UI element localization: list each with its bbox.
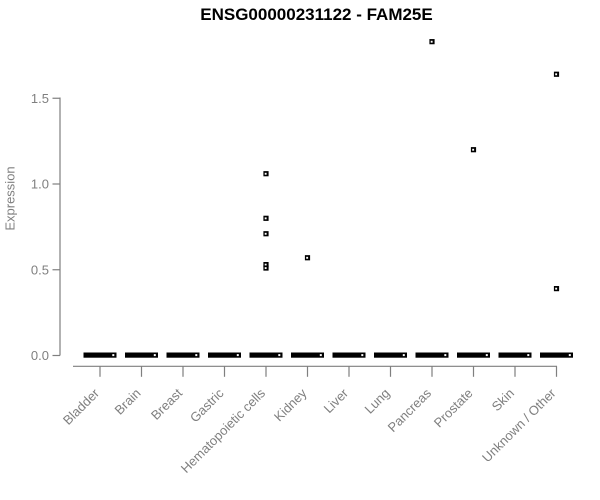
x-tick-label: Lung — [362, 386, 393, 417]
x-tick-label: Breast — [148, 385, 185, 422]
zero-cluster-marker-notch — [236, 354, 239, 357]
zero-cluster-bar — [332, 352, 366, 358]
zero-cluster-bar — [166, 352, 200, 358]
zero-cluster-marker-notch — [361, 354, 364, 357]
data-point-center — [264, 172, 267, 175]
zero-cluster-marker-notch — [402, 354, 405, 357]
x-tick-label: Bladder — [60, 385, 103, 428]
x-tick-label: Brain — [112, 386, 144, 418]
data-point-center — [264, 267, 267, 270]
zero-cluster-marker-notch — [485, 354, 488, 357]
data-point-center — [264, 217, 267, 220]
data-point-center — [306, 256, 309, 259]
y-tick-label: 1.5 — [31, 91, 49, 106]
zero-cluster-marker-notch — [568, 354, 571, 357]
zero-cluster-bar — [374, 352, 407, 358]
zero-cluster-bar — [125, 352, 158, 358]
zero-cluster-marker-notch — [278, 354, 281, 357]
zero-cluster-bar — [457, 352, 490, 358]
data-point-center — [472, 148, 475, 151]
x-tick-label: Pancreas — [385, 385, 435, 435]
data-point-center — [555, 73, 558, 76]
zero-cluster-marker-notch — [112, 354, 115, 357]
zero-cluster-marker-notch — [444, 354, 447, 357]
x-tick-label: Liver — [321, 385, 352, 416]
zero-cluster-bar — [208, 352, 241, 358]
zero-cluster-marker-notch — [527, 354, 530, 357]
zero-cluster-bar — [291, 352, 324, 358]
zero-cluster-marker-notch — [195, 354, 198, 357]
zero-cluster-bar — [498, 352, 532, 358]
zero-cluster-marker-notch — [153, 354, 156, 357]
zero-cluster-bar — [249, 352, 283, 358]
zero-cluster-bar — [415, 352, 449, 358]
x-tick-label: Kidney — [271, 385, 310, 424]
data-point-center — [264, 263, 267, 266]
y-tick-label: 0.0 — [31, 348, 49, 363]
x-tick-label: Skin — [489, 386, 517, 414]
y-tick-label: 0.5 — [31, 262, 49, 277]
data-point-center — [264, 232, 267, 235]
x-tick-label: Unknown / Other — [479, 385, 559, 465]
x-tick-label: Gastric — [187, 385, 227, 425]
zero-cluster-marker-notch — [319, 354, 322, 357]
x-tick-label: Prostate — [431, 386, 476, 431]
zero-cluster-bar — [540, 352, 573, 358]
chart-title: ENSG00000231122 - FAM25E — [200, 5, 433, 24]
zero-cluster-bar — [83, 352, 117, 358]
y-tick-label: 1.0 — [31, 177, 49, 192]
data-point-center — [555, 287, 558, 290]
data-point-center — [430, 40, 433, 43]
